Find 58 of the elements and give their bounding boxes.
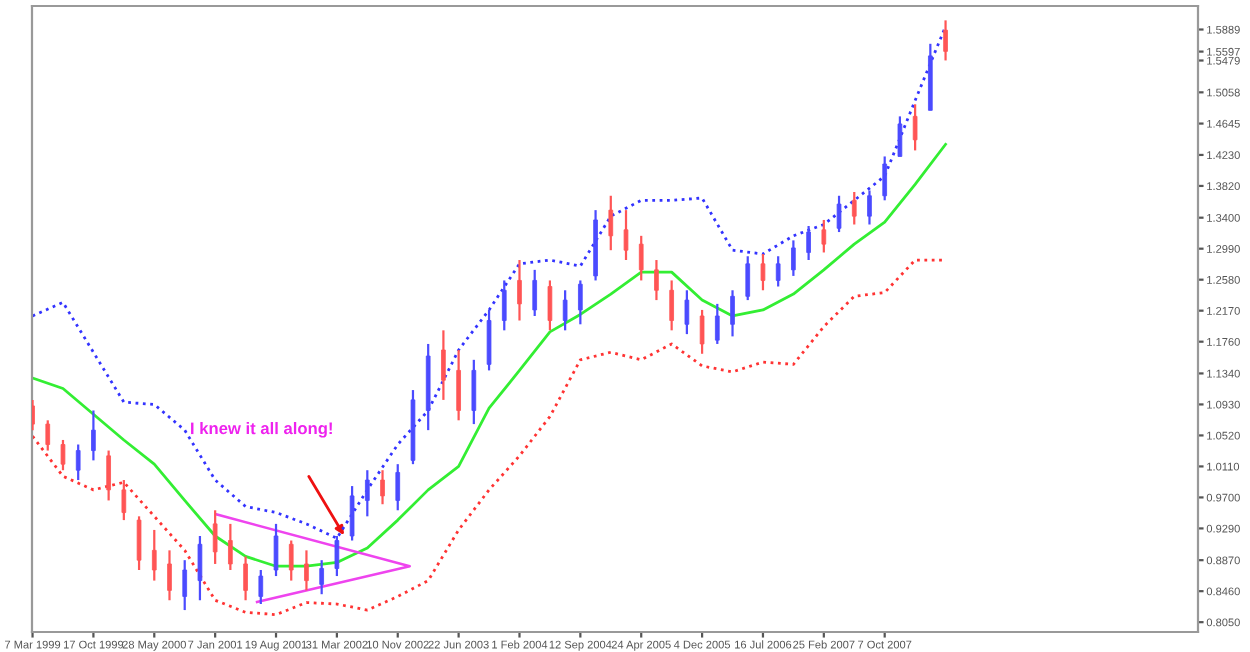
candlestick <box>791 239 796 278</box>
candlestick <box>669 279 674 332</box>
candlestick <box>730 289 735 338</box>
candlestick <box>699 308 705 355</box>
candlestick <box>121 478 127 522</box>
candlestick <box>380 469 385 506</box>
candlestick <box>273 522 279 578</box>
candlestick <box>182 559 188 612</box>
candlestick <box>288 539 294 582</box>
candlestick <box>912 103 918 152</box>
candlestick <box>517 258 522 322</box>
candlestick <box>501 279 507 332</box>
candlestick <box>638 234 644 282</box>
candlestick <box>45 419 51 452</box>
candlestick <box>851 190 857 226</box>
candlestick <box>258 568 264 606</box>
candlestick <box>471 358 477 426</box>
candlestick <box>654 258 659 302</box>
candlestick <box>75 443 81 482</box>
candlestick <box>562 289 568 332</box>
candlestick <box>304 549 309 592</box>
candlestick <box>882 155 888 202</box>
candlestick <box>91 409 96 462</box>
line-series <box>32 258 947 616</box>
candlestick <box>608 194 614 252</box>
candlestick <box>441 329 446 402</box>
candlestick <box>456 348 461 422</box>
candlestick <box>532 268 538 318</box>
candlestick <box>151 528 157 582</box>
candlestick <box>821 218 827 254</box>
candlestick <box>212 509 218 566</box>
annotation: I knew it all along! <box>191 422 332 438</box>
candlestick <box>806 224 811 262</box>
candlestick <box>395 463 401 512</box>
candlestick <box>136 515 142 572</box>
candlestick <box>197 534 203 602</box>
candlestick <box>334 534 340 578</box>
candlestick <box>760 252 766 292</box>
candlestick <box>684 289 690 336</box>
candlestick <box>228 522 233 572</box>
candlestick <box>943 19 948 62</box>
candlestick <box>106 449 111 502</box>
candlestick <box>897 115 903 158</box>
candlestick <box>319 559 324 596</box>
candlestick <box>243 555 248 602</box>
candlestick <box>578 279 583 326</box>
candlestick <box>486 308 492 372</box>
candlestick <box>745 255 751 302</box>
candlestick <box>364 469 370 518</box>
candlestick <box>167 549 172 602</box>
candlestick <box>547 279 553 332</box>
candlestick <box>775 255 781 288</box>
candlestick <box>836 194 842 234</box>
candlestick <box>623 209 629 262</box>
candlestick <box>349 484 355 542</box>
candlestick <box>60 438 66 472</box>
candlestick <box>714 302 720 346</box>
candlestick <box>867 189 872 226</box>
